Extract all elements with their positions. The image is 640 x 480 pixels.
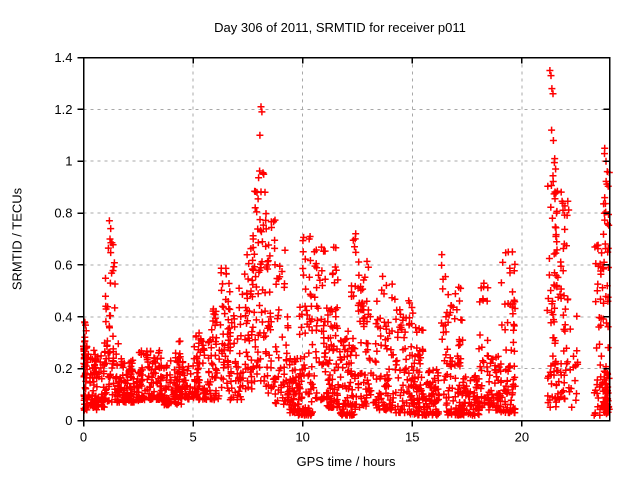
x-tick-label: 20 [515,430,529,445]
y-tick-label: 0 [65,413,72,428]
y-tick-label: 0.2 [54,361,72,376]
chart-title: Day 306 of 2011, SRMTID for receiver p01… [214,20,466,35]
y-tick-label: 0.6 [54,257,72,272]
scatter-points [80,67,613,419]
y-tick-label: 0.4 [54,309,72,324]
y-tick-label: 0.8 [54,206,72,221]
y-tick-label: 1 [65,154,72,169]
x-tick-label: 15 [405,430,419,445]
axis-ticks [77,56,610,427]
y-tick-label: 1.4 [54,50,72,65]
x-tick-label: 0 [80,430,87,445]
axis-tick-labels: 0 5 10 15 20 0 0.2 0.4 0.6 0.8 1 1.2 1.4 [54,50,529,445]
x-axis-label: GPS time / hours [296,454,396,469]
grid-lines [83,57,610,421]
plot-border [82,56,611,422]
x-tick-label: 5 [189,430,196,445]
y-tick-label: 1.2 [54,102,72,117]
x-tick-label: 10 [295,430,309,445]
